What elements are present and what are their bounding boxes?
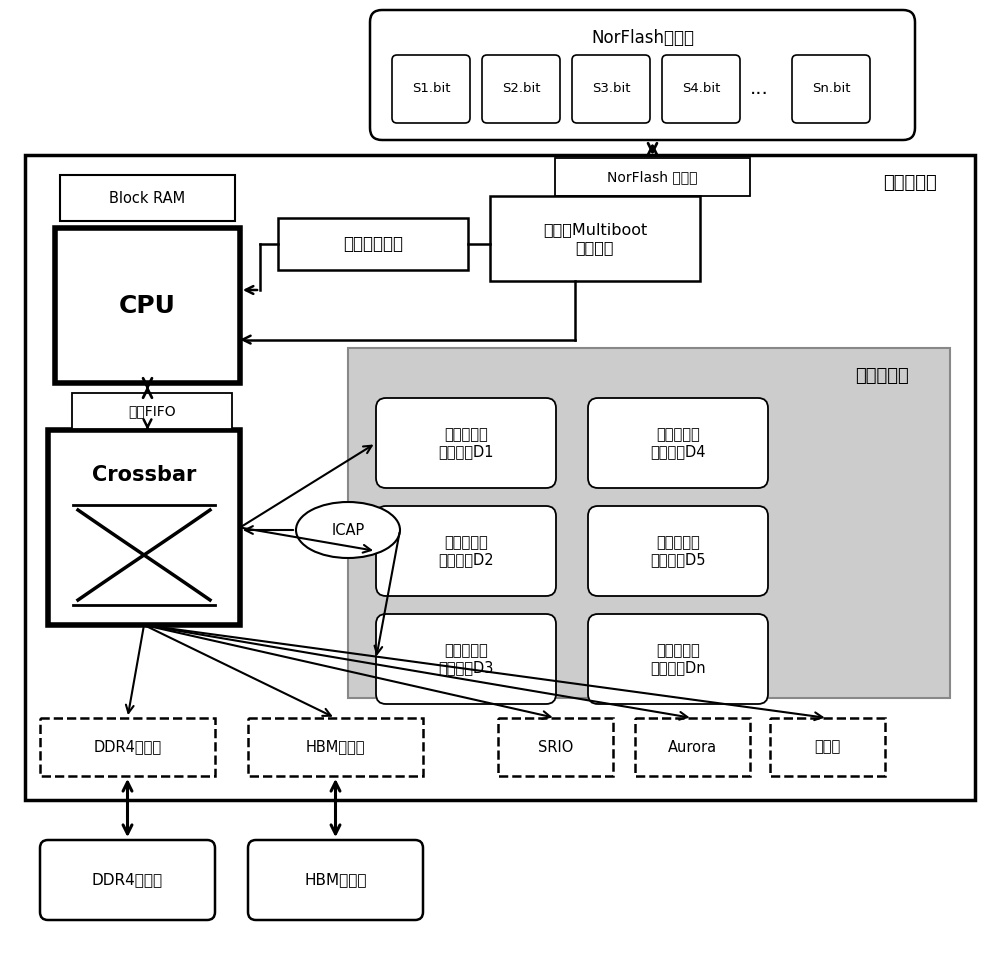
- Bar: [48, 430, 240, 625]
- Text: 动态时钟单元: 动态时钟单元: [343, 235, 403, 253]
- Text: S2.bit: S2.bit: [502, 82, 540, 96]
- Bar: [770, 718, 885, 776]
- Text: NorFlash 控制器: NorFlash 控制器: [607, 170, 698, 184]
- Text: 用户自定义
逻辑模块D5: 用户自定义 逻辑模块D5: [650, 535, 706, 567]
- Text: S3.bit: S3.bit: [592, 82, 630, 96]
- FancyBboxPatch shape: [792, 55, 870, 123]
- FancyBboxPatch shape: [572, 55, 650, 123]
- Ellipse shape: [296, 502, 400, 558]
- FancyBboxPatch shape: [662, 55, 740, 123]
- Text: DDR4控制器: DDR4控制器: [93, 739, 162, 754]
- FancyBboxPatch shape: [40, 840, 215, 920]
- Text: ICAP: ICAP: [331, 522, 365, 538]
- Text: Aurora: Aurora: [668, 739, 717, 754]
- Bar: [490, 196, 700, 281]
- Text: S1.bit: S1.bit: [412, 82, 450, 96]
- Text: 异步FIFO: 异步FIFO: [128, 404, 176, 418]
- Text: HBM控制器: HBM控制器: [306, 739, 365, 754]
- Bar: [635, 718, 750, 776]
- Bar: [72, 393, 232, 429]
- Text: Sn.bit: Sn.bit: [812, 82, 850, 96]
- Bar: [55, 228, 240, 383]
- Text: DDR4存储器: DDR4存储器: [92, 873, 163, 887]
- FancyBboxPatch shape: [392, 55, 470, 123]
- FancyBboxPatch shape: [588, 398, 768, 488]
- Text: 动态逻辑区: 动态逻辑区: [855, 367, 909, 385]
- Text: 静态逻辑区: 静态逻辑区: [883, 174, 937, 192]
- FancyBboxPatch shape: [588, 614, 768, 704]
- FancyBboxPatch shape: [376, 614, 556, 704]
- Bar: [25, 155, 975, 800]
- Text: CPU: CPU: [119, 293, 176, 317]
- FancyBboxPatch shape: [248, 840, 423, 920]
- Bar: [248, 718, 423, 776]
- Text: HBM存储器: HBM存储器: [304, 873, 367, 887]
- Bar: [348, 348, 950, 698]
- FancyBboxPatch shape: [482, 55, 560, 123]
- Bar: [40, 718, 215, 776]
- Text: 用户自定义
逻辑模块D3: 用户自定义 逻辑模块D3: [438, 643, 494, 675]
- Text: 用户自定义
逻辑模块D2: 用户自定义 逻辑模块D2: [438, 535, 494, 567]
- Bar: [278, 218, 468, 270]
- Text: ...: ...: [750, 79, 769, 98]
- FancyBboxPatch shape: [376, 398, 556, 488]
- FancyBboxPatch shape: [376, 506, 556, 596]
- Text: S4.bit: S4.bit: [682, 82, 720, 96]
- Text: Crossbar: Crossbar: [92, 465, 196, 485]
- Text: SRIO: SRIO: [538, 739, 573, 754]
- Bar: [555, 158, 750, 196]
- Text: 静态区Multiboot
控制单元: 静态区Multiboot 控制单元: [543, 223, 647, 255]
- FancyBboxPatch shape: [588, 506, 768, 596]
- Text: 用户自定义
逻辑模块Dn: 用户自定义 逻辑模块Dn: [650, 643, 706, 675]
- FancyBboxPatch shape: [370, 10, 915, 140]
- Text: 用户自定义
逻辑模块D1: 用户自定义 逻辑模块D1: [438, 427, 494, 459]
- Text: 用户自定义
逻辑模块D4: 用户自定义 逻辑模块D4: [650, 427, 706, 459]
- Bar: [60, 175, 235, 221]
- Text: NorFlash存储器: NorFlash存储器: [591, 29, 694, 47]
- Text: Block RAM: Block RAM: [109, 190, 186, 205]
- Text: 以太网: 以太网: [814, 739, 841, 754]
- Bar: [498, 718, 613, 776]
